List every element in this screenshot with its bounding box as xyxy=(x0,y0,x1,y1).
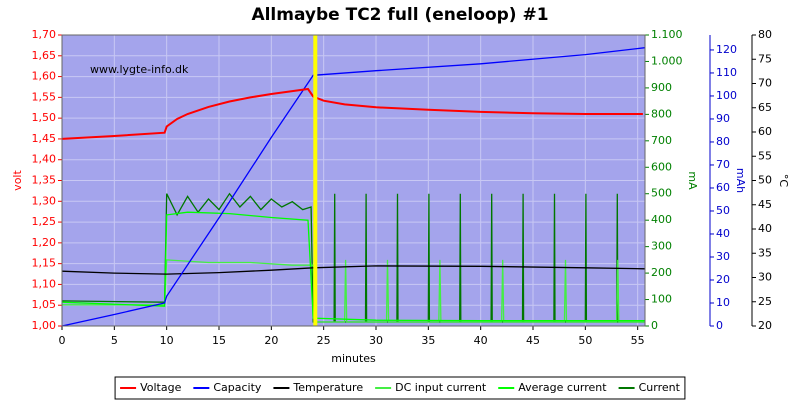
x-tick-label: 55 xyxy=(631,334,645,347)
x-tick-label: 25 xyxy=(317,334,331,347)
y-tick-label: 30 xyxy=(716,250,730,263)
axis-label: volt xyxy=(11,170,24,191)
y-tick-label: 1,40 xyxy=(32,153,57,166)
y-tick-label: 1,70 xyxy=(32,28,57,41)
y-tick-label: 40 xyxy=(758,222,772,235)
plot-border xyxy=(61,34,646,327)
y-tick-label: 65 xyxy=(758,101,772,114)
y-tick-label: 90 xyxy=(716,112,730,125)
y-tick-label: 60 xyxy=(758,125,772,138)
y-tick-label: 55 xyxy=(758,149,772,162)
y-tick-label: 100 xyxy=(651,293,672,306)
y-tick-label: 0 xyxy=(716,319,723,332)
x-tick-label: 10 xyxy=(160,334,174,347)
x-tick-label: 40 xyxy=(474,334,488,347)
y-tick-label: 800 xyxy=(651,107,672,120)
y-tick-label: 1,20 xyxy=(32,236,57,249)
legend: Voltage Capacity Temperature DC input curre… xyxy=(114,376,686,400)
y-tick-label: 40 xyxy=(716,227,730,240)
y-tick-label: 80 xyxy=(758,28,772,41)
y-tick-label: 400 xyxy=(651,213,672,226)
y-tick-label: 1,55 xyxy=(32,90,57,103)
chart-title: Allmaybe TC2 full (eneloop) #1 xyxy=(251,5,548,25)
axis-label: minutes xyxy=(331,352,376,365)
legend-label: Capacity xyxy=(213,381,262,394)
legend-label: Voltage xyxy=(140,381,181,394)
y-tick-label: 700 xyxy=(651,134,672,147)
axis-label: °C xyxy=(777,174,790,188)
y-tick-label: 50 xyxy=(758,174,772,187)
legend-label: Temperature xyxy=(292,381,363,394)
y-tick-label: 25 xyxy=(758,295,772,308)
y-tick-label: 900 xyxy=(651,81,672,94)
legend-label: Average current xyxy=(518,381,607,394)
y-tick-label: 100 xyxy=(716,89,737,102)
y-tick-label: 1,10 xyxy=(32,277,57,290)
x-tick-label: 30 xyxy=(369,334,383,347)
y-tick-label: 1,25 xyxy=(32,215,57,228)
y-tick-label: 80 xyxy=(716,135,730,148)
x-tick-label: 35 xyxy=(421,334,435,347)
y-tick-label: 1,05 xyxy=(32,298,57,311)
y-tick-label: 1,60 xyxy=(32,70,57,83)
y-tick-label: 75 xyxy=(758,52,772,65)
y-tick-label: 20 xyxy=(758,319,772,332)
y-tick-label: 1,00 xyxy=(32,319,57,332)
y-tick-label: 0 xyxy=(651,319,658,332)
y-tick-label: 1.100 xyxy=(651,28,683,41)
y-tick-label: 60 xyxy=(716,181,730,194)
y-tick-label: 1,30 xyxy=(32,194,57,207)
legend-label: DC input current xyxy=(395,381,487,394)
y-tick-label: 1,65 xyxy=(32,49,57,62)
y-tick-label: 20 xyxy=(716,273,730,286)
axis-label: mAh xyxy=(734,168,747,193)
y-tick-label: 70 xyxy=(716,158,730,171)
y-tick-label: 110 xyxy=(716,66,737,79)
y-tick-label: 120 xyxy=(716,43,737,56)
x-tick-label: 20 xyxy=(264,334,278,347)
series-line xyxy=(61,47,646,327)
y-tick-label: 1.000 xyxy=(651,54,683,67)
y-tick-label: 1,45 xyxy=(32,132,57,145)
y-tick-label: 50 xyxy=(716,204,730,217)
watermark: www.lygte-info.dk xyxy=(90,63,189,76)
y-tick-label: 200 xyxy=(651,266,672,279)
y-tick-label: 600 xyxy=(651,160,672,173)
y-tick-label: 45 xyxy=(758,198,772,211)
y-tick-label: 30 xyxy=(758,271,772,284)
axis-label: mA xyxy=(686,171,699,190)
x-tick-label: 5 xyxy=(111,334,118,347)
series-line xyxy=(62,259,645,323)
y-tick-label: 300 xyxy=(651,240,672,253)
y-tick-label: 500 xyxy=(651,187,672,200)
legend-box xyxy=(114,376,686,400)
y-tick-label: 10 xyxy=(716,296,730,309)
x-tick-label: 15 xyxy=(212,334,226,347)
y-tick-label: 35 xyxy=(758,246,772,259)
y-tick-label: 70 xyxy=(758,77,772,90)
series-line xyxy=(61,265,646,275)
legend-label: Current xyxy=(639,381,681,394)
series-line xyxy=(61,211,645,322)
y-tick-label: 1,35 xyxy=(32,174,57,187)
y-tick-label: 1,50 xyxy=(32,111,57,124)
x-tick-label: 50 xyxy=(578,334,592,347)
series-line xyxy=(61,87,643,140)
x-tick-label: 45 xyxy=(526,334,540,347)
y-tick-label: 1,15 xyxy=(32,257,57,270)
x-tick-label: 0 xyxy=(59,334,66,347)
